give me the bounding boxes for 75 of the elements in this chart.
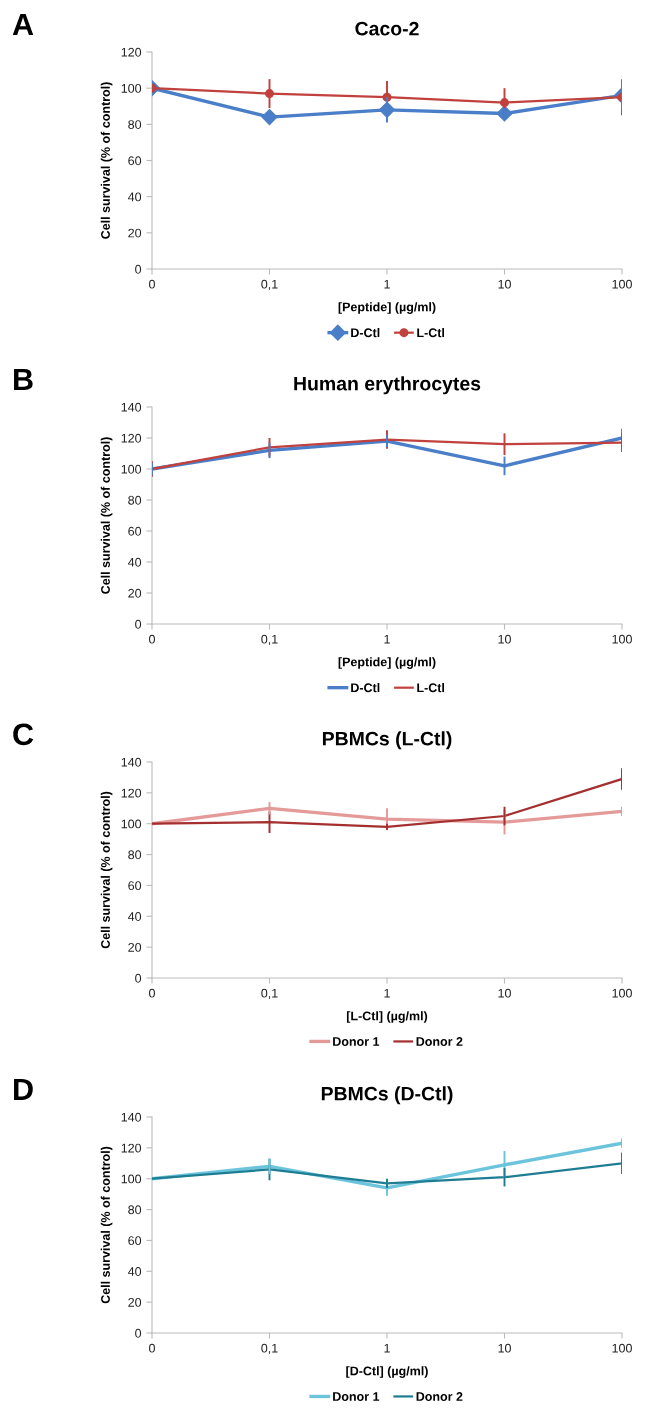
chart-title: Caco-2 [355,21,419,36]
x-tick-label: 10 [498,988,511,998]
y-tick-label: 0 [135,973,142,983]
y-tick-label: 60 [128,526,142,536]
y-tick-label: 40 [127,557,142,567]
x-tick-label: 100 [612,279,632,289]
x-axis-title: [L-Ctl] (µg/ml) [346,1011,428,1023]
x-tick-label: 0 [149,279,155,289]
x-axis-title: [Peptide] (µg/ml) [338,302,436,314]
y-tick-label: 100 [121,819,142,829]
x-tick-label: 100 [612,1343,632,1353]
x-tick-label: 0 [149,1343,155,1353]
y-tick-label: 20 [128,588,142,598]
x-tick-label: 1 [384,634,390,644]
y-tick-label: 60 [128,1236,142,1246]
y-tick-label: 0 [135,264,142,274]
legend-label: Donor 2 [416,1392,463,1401]
y-tick-label: 40 [127,1267,142,1276]
y-tick-label: 0 [135,619,142,629]
legend-label: L-Ctl [417,682,445,693]
x-tick-label: 1 [384,1343,390,1353]
legend-label: Donor 1 [333,1037,380,1046]
x-axis-title: [D-Ctl] (µg/ml) [346,1366,428,1378]
chart-title: PBMCs (D-Ctl) [321,1086,453,1105]
y-axis-title: Cell survival (% of control) [100,791,113,949]
x-tick-label: 10 [498,634,511,644]
y-tick-label: 20 [128,942,142,952]
chart-title: PBMCs (L-Ctl) [322,731,452,750]
legend-label: Donor 1 [333,1392,380,1401]
y-tick-label: 40 [127,192,142,202]
y-tick-label: 140 [121,1112,142,1122]
x-tick-label: 1 [384,988,390,998]
y-tick-label: 0 [135,1328,142,1338]
legend-label: D-Ctl [351,682,380,693]
x-tick-label: 0,1 [261,988,278,1000]
y-tick-label: 120 [121,433,142,443]
y-tick-label: 140 [121,757,142,767]
text: B [14,368,33,390]
x-tick-label: 0,1 [261,634,278,646]
x-tick-label: 0 [149,634,155,644]
x-axis-title: [Peptide] (µg/ml) [338,657,436,669]
y-tick-label: 80 [128,1205,142,1215]
legend-label: Donor 2 [416,1037,463,1046]
chart-title: Human erythrocytes [294,376,481,395]
text: D [14,1078,33,1100]
y-tick-label: 80 [128,850,142,860]
y-tick-label: 80 [128,120,142,129]
y-tick-label: 80 [128,495,142,505]
x-tick-label: 1 [384,279,390,289]
y-tick-label: 40 [127,912,142,921]
y-tick-label: 60 [128,156,142,166]
y-tick-label: 20 [128,228,142,238]
y-tick-label: 20 [128,1297,142,1307]
x-tick-label: 0,1 [261,1343,278,1355]
y-tick-label: 140 [121,402,142,412]
legend-label: D-Ctl [351,327,380,338]
legend-label: L-Ctl [417,327,445,338]
x-tick-label: 10 [498,1343,511,1353]
x-tick-label: 10 [498,279,511,289]
x-tick-label: 0 [149,988,155,998]
text: A [12,13,34,35]
y-axis-title: Cell survival (% of control) [100,82,113,239]
y-axis-title: Cell survival (% of control) [100,437,113,594]
text: C [13,723,34,746]
y-tick-label: 100 [121,464,142,474]
y-tick-label: 120 [121,47,142,57]
y-tick-label: 100 [121,1174,142,1184]
x-tick-label: 100 [612,634,632,644]
x-tick-label: 100 [612,988,632,998]
y-axis-title: Cell survival (% of control) [100,1146,113,1304]
y-tick-label: 120 [121,1143,142,1153]
y-tick-label: 120 [121,788,142,798]
x-tick-label: 0,1 [261,279,278,291]
y-tick-label: 100 [121,83,142,93]
y-tick-label: 60 [128,881,142,891]
